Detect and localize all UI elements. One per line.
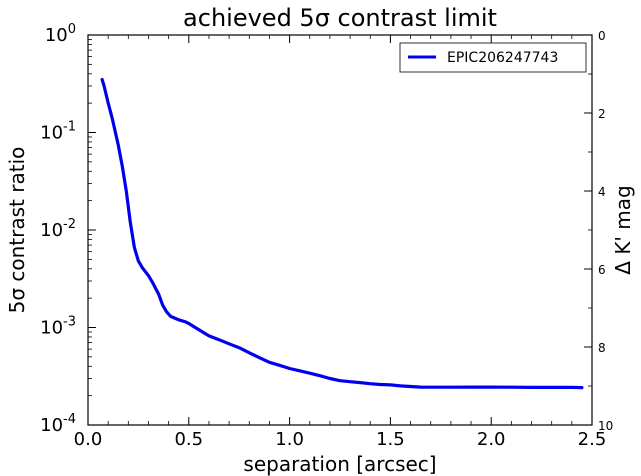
y-tick-label: 10-4 (40, 412, 76, 436)
x-tick-label: 2.0 (477, 429, 506, 450)
x-tick-label: 1.5 (376, 429, 405, 450)
legend: EPIC206247743 (399, 42, 587, 73)
x-tick-label: 2.5 (578, 429, 607, 450)
y2-tick-label: 10 (598, 419, 613, 433)
y-tick-label: 10-1 (40, 120, 76, 144)
x-tick-label: 1.0 (275, 429, 304, 450)
legend-label: EPIC206247743 (447, 50, 558, 66)
y2-tick-label: 6 (598, 263, 606, 277)
y-tick-label: 100 (45, 22, 76, 46)
y2-tick-label: 2 (598, 107, 606, 121)
series-layer (100, 77, 584, 390)
axis-ticks: 0.0 0.5 1.0 1.5 2.0 2.5 100 10-1 10-2 10-3 10-4 0 2 4… (40, 22, 613, 450)
y2-tick-label: 8 (598, 341, 606, 355)
x-tick-label: 0.0 (74, 429, 103, 450)
y-tick-label: 10-3 (40, 315, 76, 339)
y2-tick-label: 0 (598, 29, 606, 43)
x-tick-label: 0.5 (174, 429, 203, 450)
y-tick-label: 10-2 (40, 217, 76, 241)
y2-tick-label: 4 (598, 185, 606, 199)
x-axis-label: separation [arcsec] (243, 452, 436, 476)
series-line (100, 77, 584, 390)
plot-frame (87, 34, 593, 426)
chart-title: achieved 5σ contrast limit (183, 4, 497, 32)
y-axis-label: 5σ contrast ratio (5, 147, 29, 314)
secondary-y-axis-label: Δ K' mag (611, 185, 635, 274)
